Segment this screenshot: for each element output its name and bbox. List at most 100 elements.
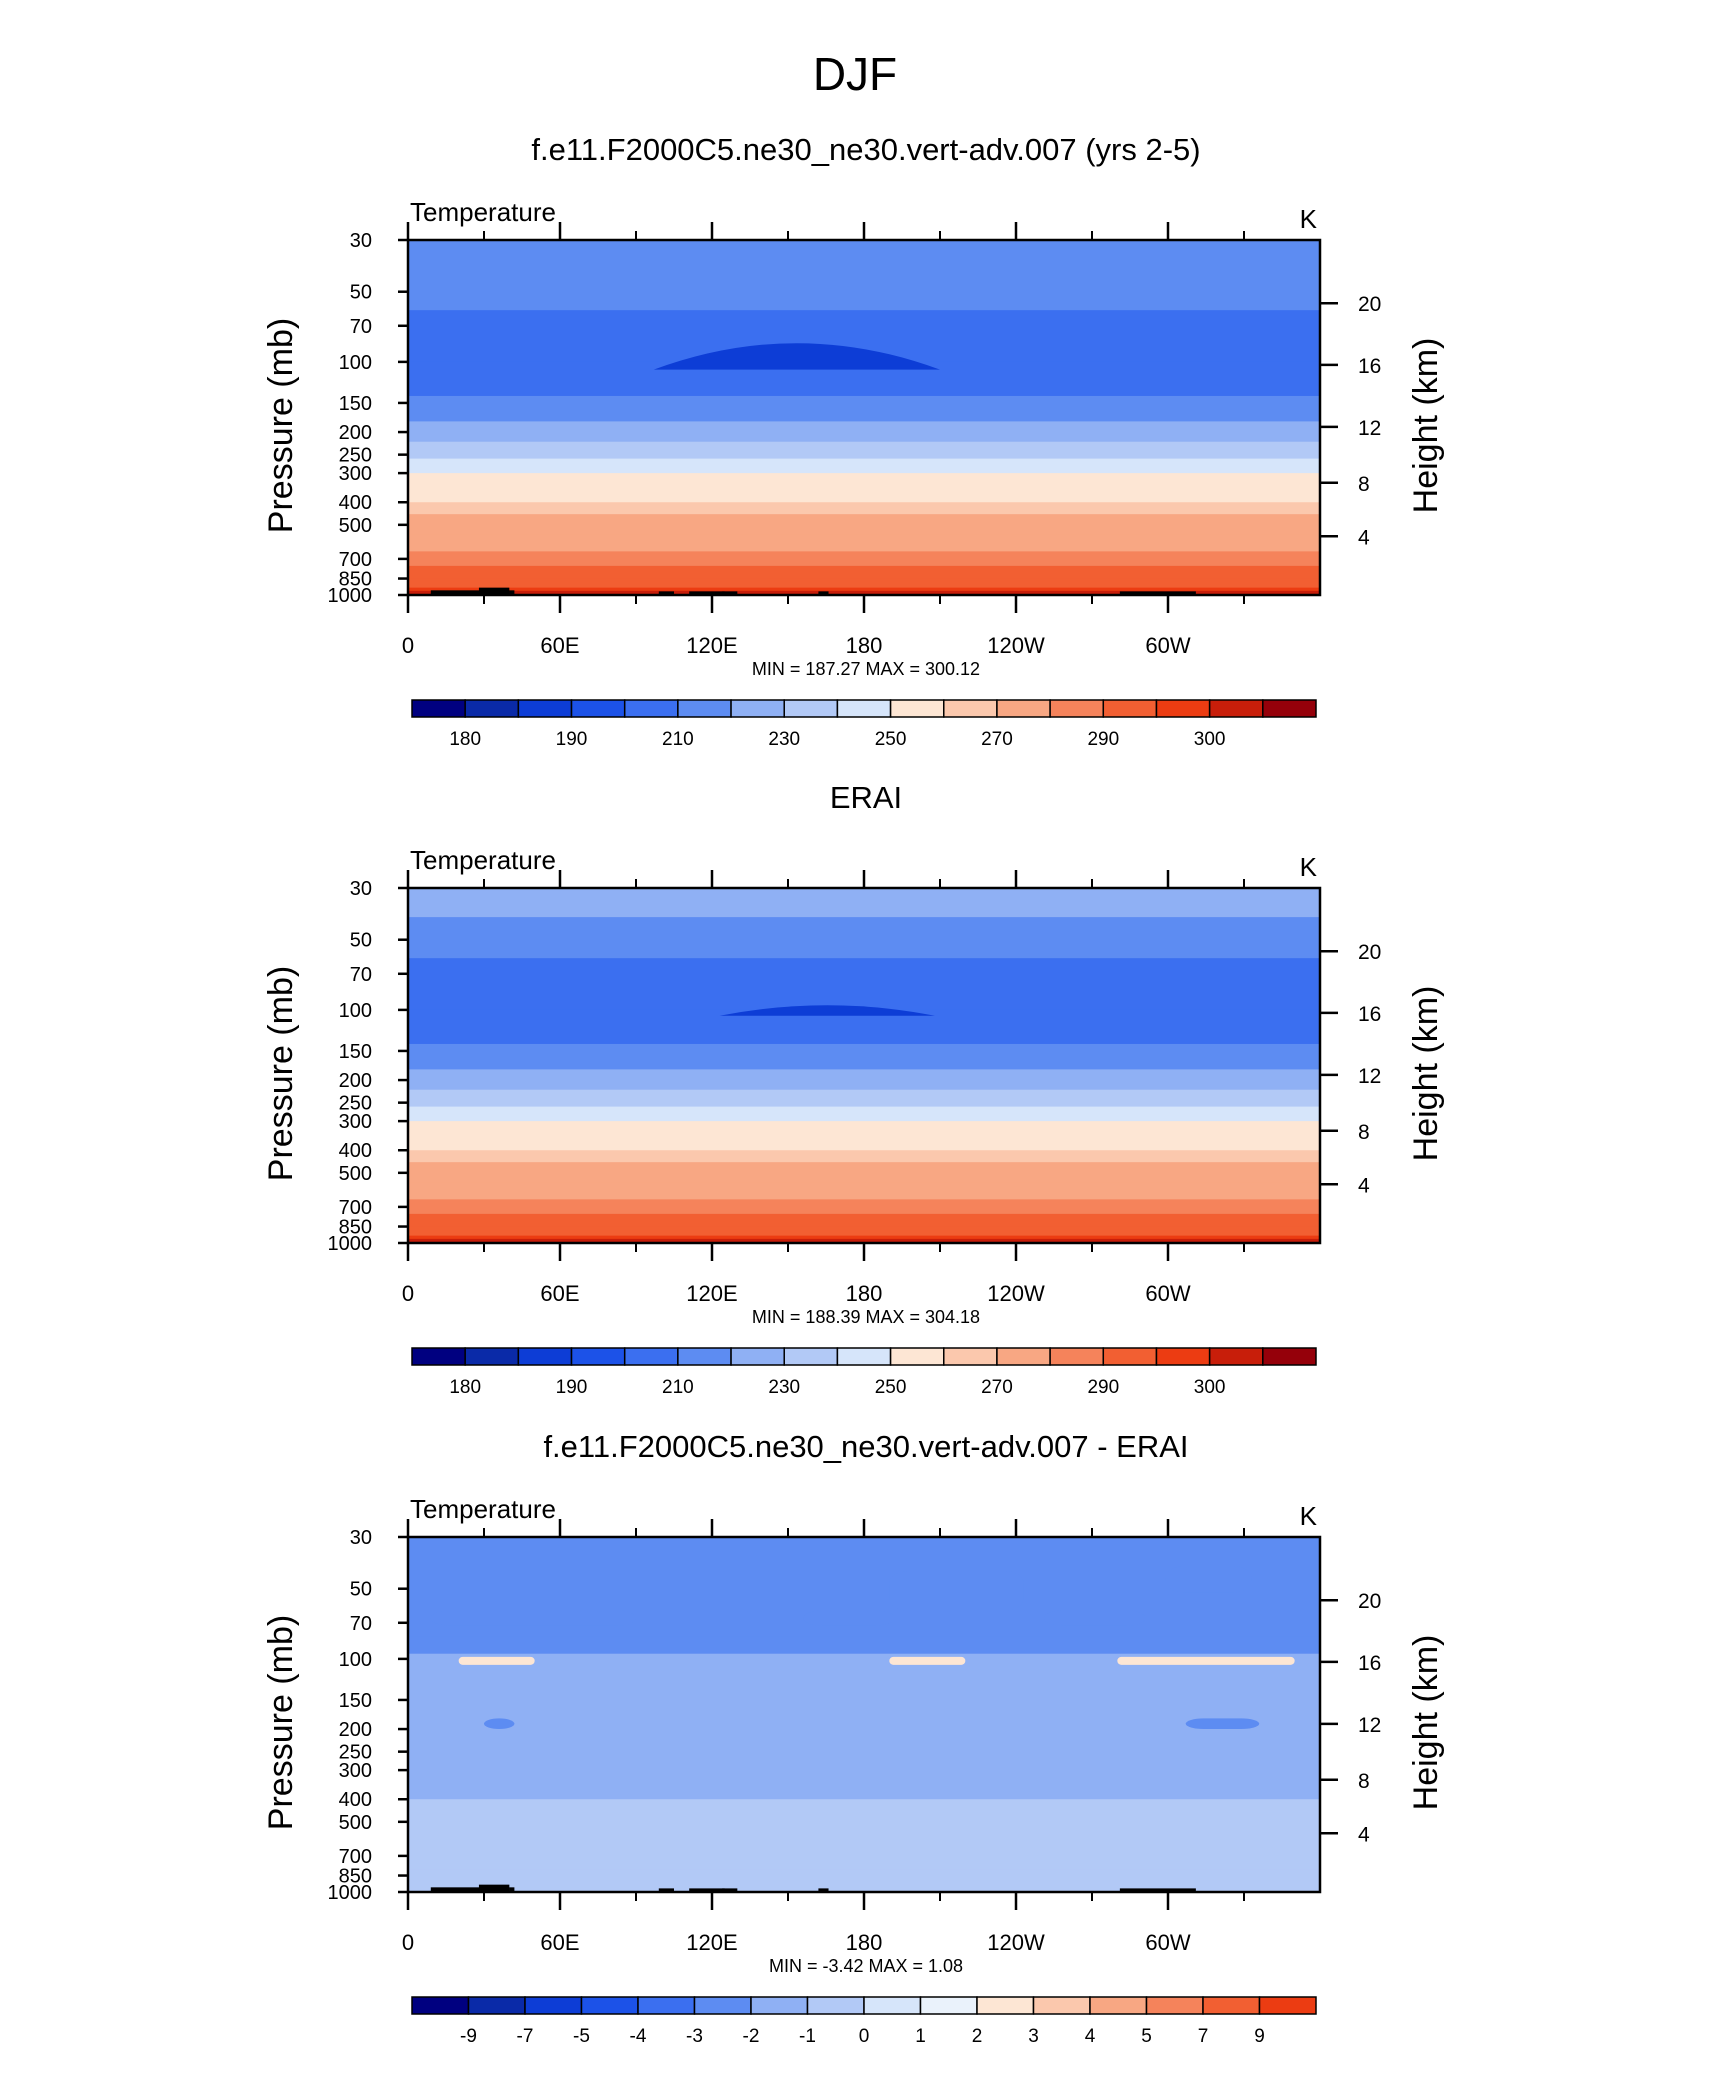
- negative-anomaly-contour: [889, 1571, 1024, 1611]
- colorbar-swatch: [580, 1996, 639, 2015]
- colorbar-swatch: [1262, 1347, 1317, 1366]
- topography-mask: [722, 591, 738, 595]
- colorbar-swatch: [524, 1996, 583, 2015]
- min-max-label: MIN = 187.27 MAX = 300.12: [752, 659, 980, 679]
- contour-band: [408, 958, 1320, 1011]
- y-tick-label: 100: [339, 1000, 372, 1022]
- colorbar-label: 270: [981, 1377, 1013, 1398]
- y-tick-label: 500: [339, 515, 372, 537]
- colorbar-label: 180: [449, 729, 481, 750]
- topography-mask: [1119, 591, 1196, 595]
- colorbar-swatch: [836, 1347, 892, 1366]
- panel-2: ERAI Temperature K 0 60E 120E 180 120W 60W 30 50 70…: [262, 780, 1445, 1398]
- contour-band: [408, 421, 1320, 443]
- contour-band: [408, 1150, 1320, 1163]
- x-tick-label: 0: [402, 1281, 414, 1306]
- positive-anomaly-contour: [458, 1656, 535, 1665]
- y-tick-label: 300: [339, 1111, 372, 1133]
- colorbar-label: -5: [573, 2026, 590, 2047]
- positive-anomaly-contour: [889, 1656, 966, 1665]
- colorbar-label: 230: [768, 1377, 800, 1398]
- panel-3: f.e11.F2000C5.ne30_ne30.vert-adv.007 - E…: [262, 1429, 1445, 2047]
- x-tick-label: 60W: [1145, 1930, 1190, 1955]
- y-tick-label: 850: [339, 1217, 372, 1239]
- y-tick-label: 400: [339, 1789, 372, 1811]
- colorbar-swatch: [919, 1996, 978, 2015]
- topography-mask: [478, 1884, 510, 1892]
- colorbar-label: 180: [449, 1377, 481, 1398]
- y-tick-label: 700: [339, 549, 372, 571]
- contour-band: [408, 565, 1320, 580]
- colorbar-swatch: [1208, 1347, 1264, 1366]
- y-axis-label: Pressure (mb): [262, 318, 300, 533]
- colorbar-label: 190: [556, 729, 588, 750]
- colorbar-swatch: [1102, 1347, 1158, 1366]
- y2-tick-label: 12: [1358, 1065, 1381, 1088]
- y2-tick-label: 12: [1358, 417, 1381, 440]
- colorbar-swatch: [806, 1996, 865, 2015]
- colorbar-swatch: [517, 1347, 573, 1366]
- x-tick-label: 120W: [987, 1281, 1045, 1306]
- contour-band: [408, 1069, 1320, 1091]
- colorbar-swatch: [677, 1347, 732, 1366]
- y-tick-label: 400: [339, 1140, 372, 1162]
- colorbar-label: 300: [1194, 1377, 1226, 1398]
- x-tick-label: 120E: [686, 1281, 737, 1306]
- y-tick-label: 200: [339, 1070, 372, 1092]
- contour-fill: [408, 888, 1320, 1244]
- y-tick-label: 300: [339, 1760, 372, 1782]
- contour-band: [408, 534, 1320, 552]
- colorbar-swatch: [570, 699, 626, 718]
- colorbar-swatch: [1262, 699, 1317, 718]
- y2-tick-label: 4: [1358, 526, 1370, 549]
- colorbar-label: 210: [662, 1377, 694, 1398]
- contour-fill: [408, 1537, 1320, 1893]
- colorbar-swatch: [1155, 699, 1211, 718]
- y-tick-label: 50: [350, 930, 372, 952]
- contour-band: [408, 1182, 1320, 1200]
- colorbar-swatch: [411, 1347, 466, 1366]
- y2-axis-label: Height (km): [1407, 986, 1445, 1162]
- y-tick-label: 100: [339, 352, 372, 374]
- colorbar-swatch: [1102, 699, 1158, 718]
- colorbar-swatch: [570, 1347, 626, 1366]
- colorbar-swatch: [517, 699, 573, 718]
- y2-tick-label: 8: [1358, 1770, 1370, 1793]
- colorbar-swatch: [783, 699, 839, 718]
- colorbar-swatch: [1155, 1347, 1211, 1366]
- contour-band: [408, 441, 1320, 460]
- contour-band: [408, 1213, 1320, 1228]
- y2-tick-label: 4: [1358, 1823, 1370, 1846]
- colorbar-swatch: [623, 699, 679, 718]
- cold-core-contour: [653, 343, 940, 370]
- colorbar-label: 0: [859, 2026, 870, 2047]
- contour-band: [408, 1136, 1320, 1151]
- topography-mask: [689, 591, 725, 595]
- colorbar-swatch: [464, 699, 520, 718]
- colorbar-swatch: [637, 1996, 696, 2015]
- colorbar-label: 300: [1194, 729, 1226, 750]
- x-tick-label: 120E: [686, 1930, 737, 1955]
- y-tick-label: 150: [339, 1690, 372, 1712]
- colorbar-label: 250: [875, 1377, 907, 1398]
- contour-band: [408, 1226, 1320, 1237]
- left-corner-label: Temperature: [410, 845, 556, 875]
- colorbar-swatch: [783, 1347, 839, 1366]
- surface-layer: [408, 1238, 1320, 1243]
- y-tick-label: 250: [339, 1742, 372, 1764]
- y-tick-label: 150: [339, 393, 372, 415]
- topography-mask: [478, 587, 510, 595]
- y-tick-label: 700: [339, 1846, 372, 1868]
- positive-anomaly-contour: [1117, 1656, 1295, 1665]
- x-tick-label: 0: [402, 633, 414, 658]
- x-tick-label: 180: [846, 1930, 883, 1955]
- panel-title: ERAI: [830, 780, 902, 815]
- colorbar-label: 2: [972, 2026, 983, 2047]
- contour-band: [408, 578, 1320, 589]
- y-axis-label: Pressure (mb): [262, 966, 300, 1181]
- colorbar-swatch: [996, 699, 1051, 718]
- y-tick-label: 400: [339, 492, 372, 514]
- x-tick-label: 0: [402, 1930, 414, 1955]
- colorbar-swatch: [836, 699, 892, 718]
- colorbar-swatch: [889, 699, 945, 718]
